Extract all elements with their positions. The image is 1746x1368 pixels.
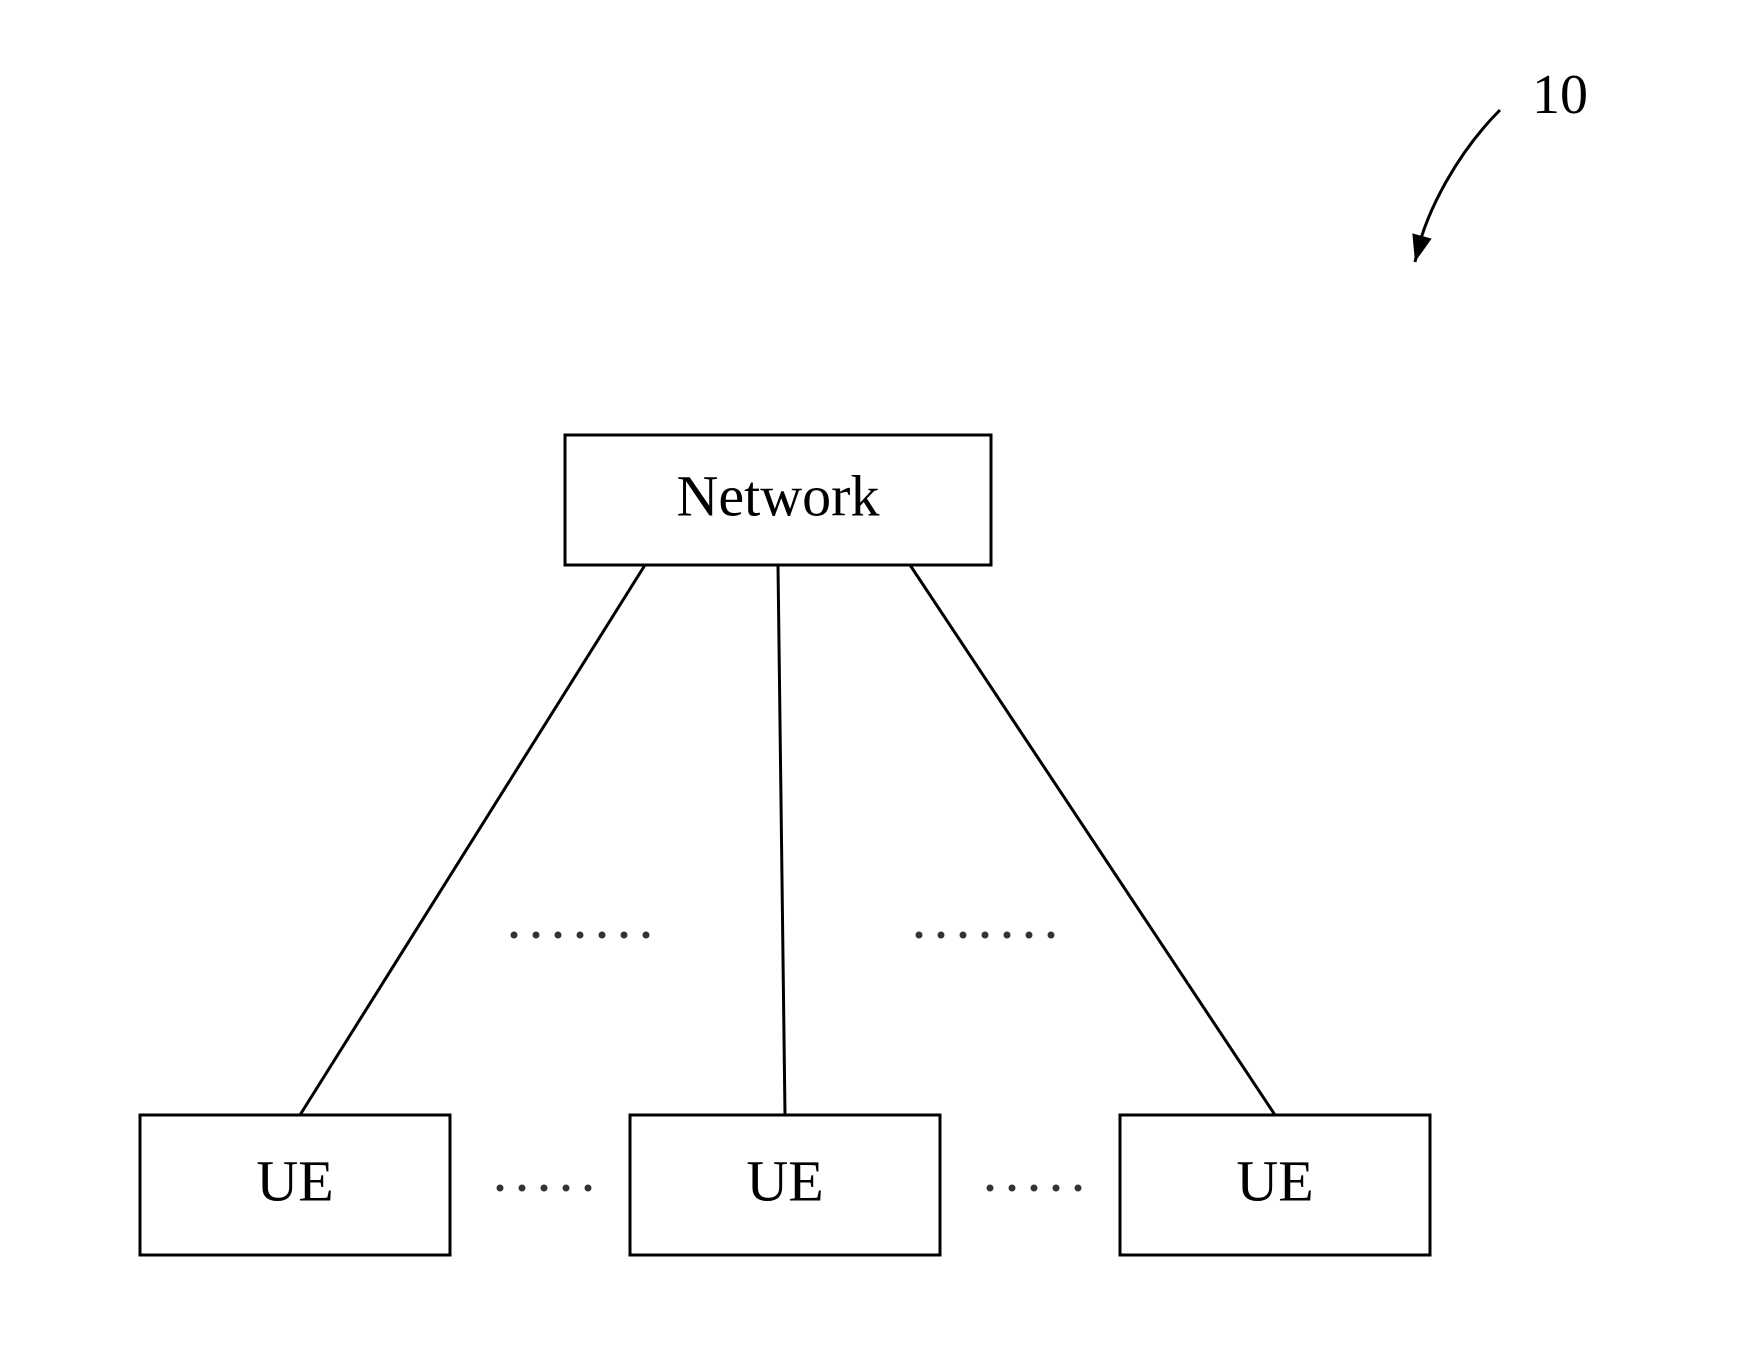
ellipsis-2-dot-2 xyxy=(541,1185,548,1192)
figure-ref-label: 10 xyxy=(1532,64,1588,126)
ellipsis-0-dot-5 xyxy=(621,932,628,939)
ellipsis-0-dot-3 xyxy=(577,932,584,939)
ellipsis-0-dot-6 xyxy=(643,932,650,939)
node-ue3-label: UE xyxy=(1236,1148,1313,1213)
ellipsis-2-dot-0 xyxy=(497,1185,504,1192)
ellipsis-2-dot-1 xyxy=(519,1185,526,1192)
ellipsis-3-dot-3 xyxy=(1053,1185,1060,1192)
ellipsis-0-dot-4 xyxy=(599,932,606,939)
ellipsis-1-dot-6 xyxy=(1048,932,1055,939)
node-ue2-label: UE xyxy=(746,1148,823,1213)
ellipsis-2-dot-4 xyxy=(585,1185,592,1192)
ellipsis-3-dot-1 xyxy=(1009,1185,1016,1192)
ellipsis-1-dot-5 xyxy=(1026,932,1033,939)
ellipsis-1-dot-4 xyxy=(1004,932,1011,939)
ellipsis-2-dot-3 xyxy=(563,1185,570,1192)
ellipsis-1-dot-2 xyxy=(960,932,967,939)
ellipsis-3-dot-0 xyxy=(987,1185,994,1192)
ellipsis-0-dot-1 xyxy=(533,932,540,939)
node-network-label: Network xyxy=(677,463,880,528)
ellipsis-0-dot-0 xyxy=(511,932,518,939)
ellipsis-1-dot-1 xyxy=(938,932,945,939)
node-ue1-label: UE xyxy=(256,1148,333,1213)
ellipsis-1-dot-0 xyxy=(916,932,923,939)
ellipsis-3-dot-2 xyxy=(1031,1185,1038,1192)
ellipsis-1-dot-3 xyxy=(982,932,989,939)
ellipsis-0-dot-2 xyxy=(555,932,562,939)
ellipsis-3-dot-4 xyxy=(1075,1185,1082,1192)
